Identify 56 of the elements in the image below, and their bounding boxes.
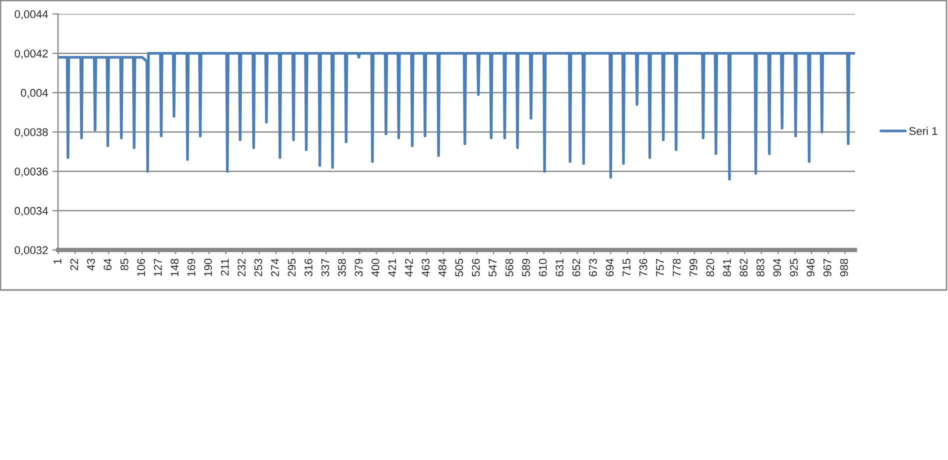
x-tick-label: 358: [338, 258, 346, 276]
x-tick-label: 925: [790, 258, 798, 276]
x-tick-label: 568: [505, 258, 514, 276]
x-tick-label: 274: [271, 258, 279, 276]
x-tick-label: 22: [70, 258, 78, 270]
x-tick-label: 799: [690, 258, 698, 276]
x-tick-label: 694: [606, 258, 614, 276]
x-tick-label: 820: [706, 258, 714, 276]
y-tick-label: 0,0032: [14, 246, 48, 256]
x-tick-label: 106: [137, 258, 146, 276]
x-tick-label: 778: [672, 258, 681, 276]
y-tick-label: 0,0044: [14, 10, 48, 20]
y-tick-label: 0,004: [20, 88, 48, 98]
x-tick-label: 484: [438, 258, 446, 277]
x-tick-label: 400: [372, 258, 380, 277]
x-tick-label: 673: [589, 258, 597, 276]
x-tick-label: 169: [187, 258, 196, 276]
x-tick-label: 736: [639, 258, 648, 276]
x-tick-label: 589: [522, 258, 530, 276]
x-tick-label: 1: [54, 258, 62, 264]
x-tick-label: 505: [455, 258, 464, 276]
x-tick-label: 631: [556, 258, 564, 276]
x-tick-label: 64: [104, 258, 112, 270]
y-tick-label: 0,0034: [14, 206, 48, 216]
x-tick-label: 253: [254, 258, 262, 276]
x-tick-label: 127: [154, 258, 162, 276]
x-tick-label: 421: [388, 258, 396, 277]
legend-label: Seri 1: [909, 126, 938, 135]
x-tick-label: 43: [86, 258, 95, 270]
x-tick-label: 904: [773, 258, 782, 276]
x-tick-label: 652: [572, 258, 580, 276]
x-tick-label: 715: [622, 258, 630, 276]
x-tick-label: 526: [472, 258, 480, 276]
x-tick-label: 190: [204, 258, 212, 276]
x-tick-label: 757: [656, 258, 664, 276]
x-tick-label: 85: [120, 258, 128, 270]
x-tick-label: 442: [404, 258, 413, 277]
x-tick-label: 946: [806, 258, 815, 276]
x-tick-label: 883: [756, 258, 764, 276]
x-tick-label: 841: [722, 258, 731, 276]
x-tick-label: 379: [354, 258, 363, 276]
y-tick-label: 0,0036: [14, 168, 48, 177]
x-tick-label: 862: [740, 258, 748, 276]
x-tick-label: 463: [422, 258, 430, 277]
x-tick-label: 148: [170, 258, 179, 276]
x-tick-label: 547: [488, 258, 497, 276]
x-tick-label: 337: [321, 258, 330, 276]
y-tick-label: 0,0038: [14, 128, 48, 138]
x-tick-label: 295: [288, 258, 296, 276]
x-tick-label: 316: [304, 258, 312, 276]
x-tick-label: 967: [823, 258, 832, 276]
x-tick-label: 232: [238, 258, 246, 276]
x-tick-label: 610: [538, 258, 547, 276]
y-tick-label: 0,0042: [14, 50, 48, 59]
x-tick-label: 211: [220, 258, 229, 276]
x-tick-label: 988: [840, 258, 848, 276]
